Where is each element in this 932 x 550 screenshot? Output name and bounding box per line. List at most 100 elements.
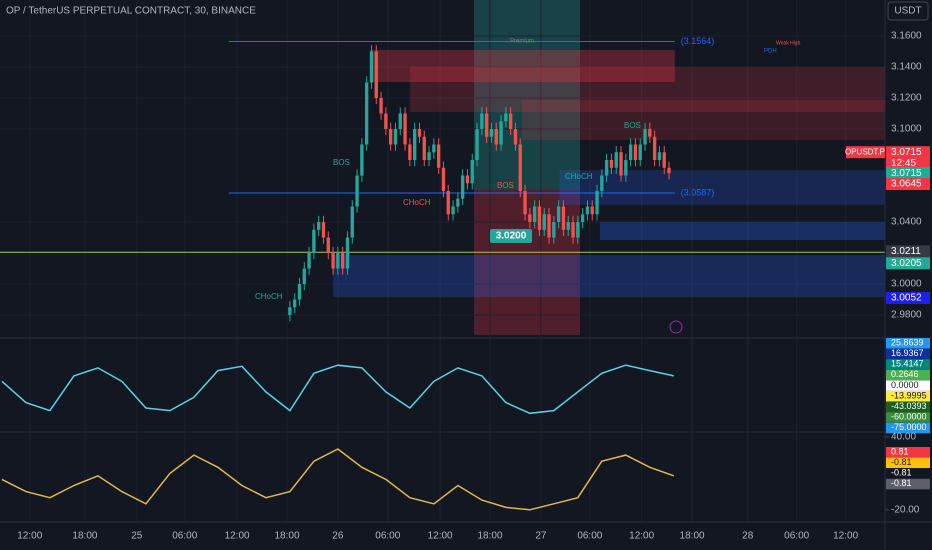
level-label: (3.1564) xyxy=(681,36,715,46)
candle-body xyxy=(662,152,666,168)
value-badge-label: -0.81 xyxy=(891,478,912,488)
countdown: 12:45 xyxy=(891,158,916,169)
value-badge xyxy=(886,422,930,434)
value-badge-label: -43.0393 xyxy=(891,401,927,411)
candle-body xyxy=(633,144,638,161)
indicator-line xyxy=(1,364,674,415)
candle-body xyxy=(340,253,345,269)
candle-body xyxy=(417,128,422,137)
candle-body xyxy=(307,253,311,269)
candle-body xyxy=(556,206,561,223)
candle-body xyxy=(379,97,383,114)
y-tick-label: 2.9800 xyxy=(891,310,922,321)
candle-body xyxy=(326,237,330,254)
value-badge-label: 25.8639 xyxy=(891,337,924,347)
candle-body xyxy=(494,128,498,145)
price-badge-label: 3.0205 xyxy=(891,258,922,269)
x-tick-label: 12:00 xyxy=(629,531,654,542)
zone xyxy=(409,66,885,112)
candle-body xyxy=(456,198,460,207)
x-tick-label: 18:00 xyxy=(477,531,502,542)
x-tick-label: 26 xyxy=(332,531,344,542)
price-badge-label: 3.0645 xyxy=(891,179,922,190)
candle-body xyxy=(657,152,662,161)
candle-body xyxy=(393,128,398,145)
candle-body xyxy=(293,299,297,308)
x-tick-label: 18:00 xyxy=(72,531,97,542)
y-tick-label: 3.0400 xyxy=(891,217,922,228)
price-badge xyxy=(886,178,930,191)
candle-body xyxy=(566,222,570,230)
candle-body xyxy=(499,121,503,145)
candle-body xyxy=(638,144,642,161)
candle-body xyxy=(470,160,474,184)
y-tick-label: 3.0000 xyxy=(891,279,922,290)
candle-body xyxy=(364,82,369,145)
value-badge xyxy=(886,359,930,370)
candle-body xyxy=(336,253,340,269)
price-badge xyxy=(886,146,930,171)
indicator-line xyxy=(1,448,675,511)
symbol-title: OP / TetherUS PERPETUAL CONTRACT, 30, BI… xyxy=(6,6,256,17)
candle-body xyxy=(523,191,527,215)
candle-body xyxy=(355,175,359,207)
x-tick-label: 18:00 xyxy=(274,531,299,542)
candle-body xyxy=(432,144,436,153)
value-badge xyxy=(886,348,930,360)
x-tick-label: 12:00 xyxy=(833,531,858,542)
currency-button[interactable] xyxy=(887,1,929,21)
y-tick-label: 3.1000 xyxy=(891,124,922,135)
candle-body xyxy=(600,175,604,192)
candle-body xyxy=(595,191,599,215)
candle-body xyxy=(441,167,446,192)
value-badge-label: -13.9995 xyxy=(891,390,927,400)
value-badge-label: 16.9367 xyxy=(891,348,924,358)
value-badge-label: -75.0000 xyxy=(891,422,927,432)
candle-body xyxy=(475,128,479,161)
candle-body xyxy=(609,160,614,168)
value-badge-label: 0.81 xyxy=(891,446,909,456)
candle-body xyxy=(360,144,364,176)
long-position-zone xyxy=(474,0,580,190)
y-tick-label: -20.00 xyxy=(891,504,920,515)
candle-body xyxy=(624,160,628,176)
value-badge-label: 0.0000 xyxy=(891,380,919,390)
price-badge xyxy=(886,291,930,304)
candle-body xyxy=(508,113,513,129)
x-tick-label: 06:00 xyxy=(172,531,197,542)
zone xyxy=(559,170,885,205)
candle-body xyxy=(398,113,402,129)
y-tick-label: 3.1600 xyxy=(891,31,922,42)
candle-body xyxy=(614,152,618,168)
candle-body xyxy=(427,152,431,161)
price-badge xyxy=(886,245,930,258)
candle-body xyxy=(580,214,585,223)
candle-body xyxy=(484,113,489,137)
candle-body xyxy=(619,152,623,176)
zone xyxy=(333,255,885,298)
candle-body xyxy=(513,128,518,145)
annotation: BOS xyxy=(624,121,641,130)
symbol-badge: OPUSDT.P xyxy=(845,147,885,156)
value-badge xyxy=(886,369,930,381)
price-badge-label: 3.0715 xyxy=(891,168,922,179)
candle-body xyxy=(652,136,657,161)
x-tick-label: 06:00 xyxy=(577,531,602,542)
currency[interactable]: USDT xyxy=(894,6,921,17)
candle-body xyxy=(316,222,321,230)
candle-body xyxy=(350,206,354,238)
candle-body xyxy=(480,113,484,129)
candle-body xyxy=(643,128,647,145)
y-tick-label: 40.00 xyxy=(891,432,916,443)
annotation: Weak High xyxy=(776,40,801,46)
alert-icon[interactable] xyxy=(669,320,683,334)
annotation: CHoCH xyxy=(255,292,283,301)
candle-body xyxy=(446,191,450,215)
candle-body xyxy=(465,175,470,184)
y-tick-label: 3.1200 xyxy=(891,93,922,104)
price-pane xyxy=(0,0,885,522)
value-badge-label: -0.81 xyxy=(891,457,912,467)
candle-body xyxy=(489,128,494,137)
value-badge xyxy=(886,391,930,402)
candle-body xyxy=(552,222,556,238)
